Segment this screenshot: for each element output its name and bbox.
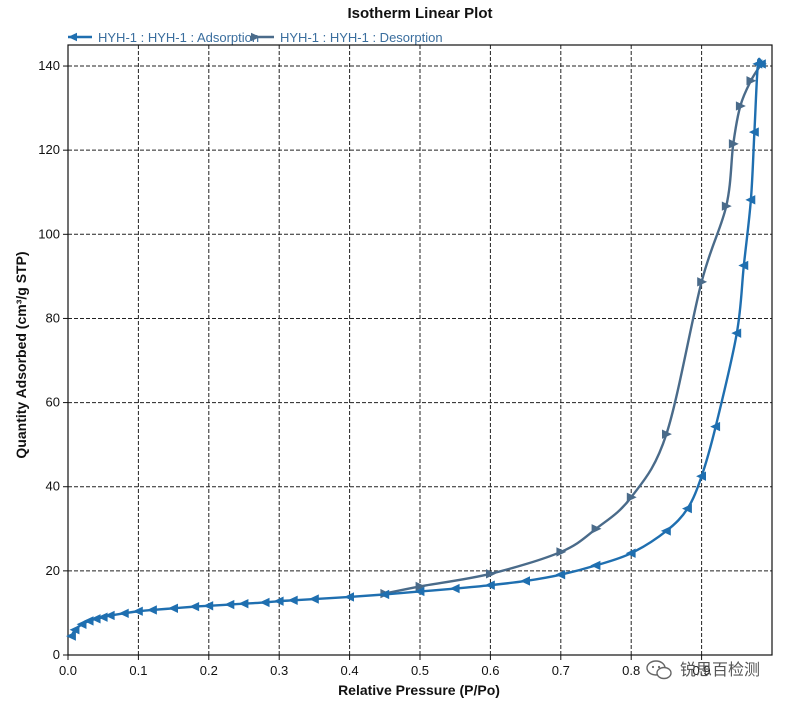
y-tick-label: 20 <box>46 563 60 578</box>
legend-item-adsorption: HYH-1 : HYH-1 : Adsorption <box>68 30 259 45</box>
adsorption-point <box>682 503 692 514</box>
legend-label: HYH-1 : HYH-1 : Adsorption <box>98 30 259 45</box>
y-tick-label: 100 <box>38 226 60 241</box>
adsorption-point <box>484 580 495 590</box>
adsorption-point <box>414 586 425 597</box>
y-tick-label: 140 <box>38 58 60 73</box>
adsorption-point <box>755 59 766 69</box>
adsorption-point <box>224 599 235 610</box>
adsorption-point <box>118 608 129 619</box>
wechat-icon <box>646 660 672 680</box>
series-layer <box>66 57 767 641</box>
desorption-point <box>626 492 637 502</box>
legend-label: HYH-1 : HYH-1 : Desorption <box>280 30 443 45</box>
adsorption-point <box>273 596 284 606</box>
desorption-point <box>556 547 567 557</box>
adsorption-point <box>259 597 270 608</box>
adsorption-point <box>748 127 759 137</box>
adsorption-point <box>238 599 249 609</box>
desorption-point <box>486 569 496 579</box>
desorption-point <box>728 139 739 149</box>
adsorption-point <box>308 594 319 604</box>
x-tick-label: 0.7 <box>552 663 570 678</box>
adsorption-point <box>745 195 756 205</box>
adsorption-point <box>146 605 157 615</box>
adsorption-point <box>520 576 530 586</box>
adsorption-point <box>555 569 566 580</box>
grid <box>68 45 772 655</box>
adsorption-point <box>97 612 108 622</box>
chart-title: Isotherm Linear Plot <box>347 5 492 22</box>
adsorption-point <box>449 583 460 594</box>
watermark-text: 锐思百检测 <box>680 660 760 679</box>
x-tick-label: 0.2 <box>200 663 218 678</box>
y-tick-label: 60 <box>46 395 60 410</box>
adsorption-line <box>70 57 763 637</box>
y-tick-label: 40 <box>46 479 60 494</box>
legend-marker <box>68 32 77 42</box>
adsorption-point <box>69 625 80 635</box>
axes: 0.0 0.1 0.2 0.3 0.4 0.5 0.6 0.7 0.8 0.9 0 20 40 60 80 1… <box>38 44 773 678</box>
adsorption-point <box>104 610 115 621</box>
y-tick-label: 0 <box>53 647 60 662</box>
legend-marker <box>251 32 260 42</box>
x-tick-label: 0.8 <box>622 663 640 678</box>
adsorption-point <box>189 601 200 612</box>
adsorption-point <box>738 260 749 271</box>
legend: HYH-1 : HYH-1 : Adsorption HYH-1 : HYH-1 … <box>68 30 443 45</box>
adsorption-point <box>203 601 214 611</box>
desorption-point <box>697 277 708 287</box>
adsorption-point <box>625 548 636 558</box>
adsorption-point <box>66 631 76 641</box>
x-tick-label: 0.5 <box>411 663 429 678</box>
y-tick-label: 120 <box>38 142 60 157</box>
adsorption-point <box>696 471 706 481</box>
desorption-point <box>746 76 757 86</box>
x-tick-label: 0.0 <box>59 663 77 678</box>
adsorption-point <box>76 619 87 629</box>
adsorption-point <box>344 592 354 602</box>
adsorption-point <box>379 589 390 600</box>
y-axis-label: Quantity Adsorbed (cm³/g STP) <box>13 251 29 458</box>
x-tick-label: 0.4 <box>341 663 359 678</box>
adsorption-point <box>132 606 143 616</box>
adsorption-series <box>66 57 766 641</box>
adsorption-point <box>731 328 742 338</box>
x-tick-label: 0.9 <box>693 663 711 678</box>
y-tick-label: 80 <box>46 310 60 325</box>
desorption-point <box>662 429 672 439</box>
adsorption-point <box>90 614 101 624</box>
x-tick-label: 0.3 <box>270 663 288 678</box>
adsorption-point <box>710 421 721 432</box>
desorption-point <box>415 581 426 592</box>
adsorption-point <box>660 526 671 536</box>
legend-item-desorption: HYH-1 : HYH-1 : Desorption <box>250 30 443 45</box>
x-axis-label: Relative Pressure (P/Po) <box>338 682 500 698</box>
desorption-line <box>384 63 763 595</box>
x-tick-label: 0.6 <box>481 663 499 678</box>
adsorption-point <box>168 603 178 613</box>
desorption-series <box>380 59 767 599</box>
adsorption-point <box>83 616 94 626</box>
desorption-point <box>721 201 732 211</box>
desorption-point <box>591 524 602 534</box>
desorption-point <box>735 101 746 111</box>
adsorption-point <box>287 595 298 605</box>
adsorption-point <box>590 560 601 571</box>
watermark: 锐思百检测 <box>646 660 760 680</box>
x-tick-label: 0.1 <box>129 663 147 678</box>
